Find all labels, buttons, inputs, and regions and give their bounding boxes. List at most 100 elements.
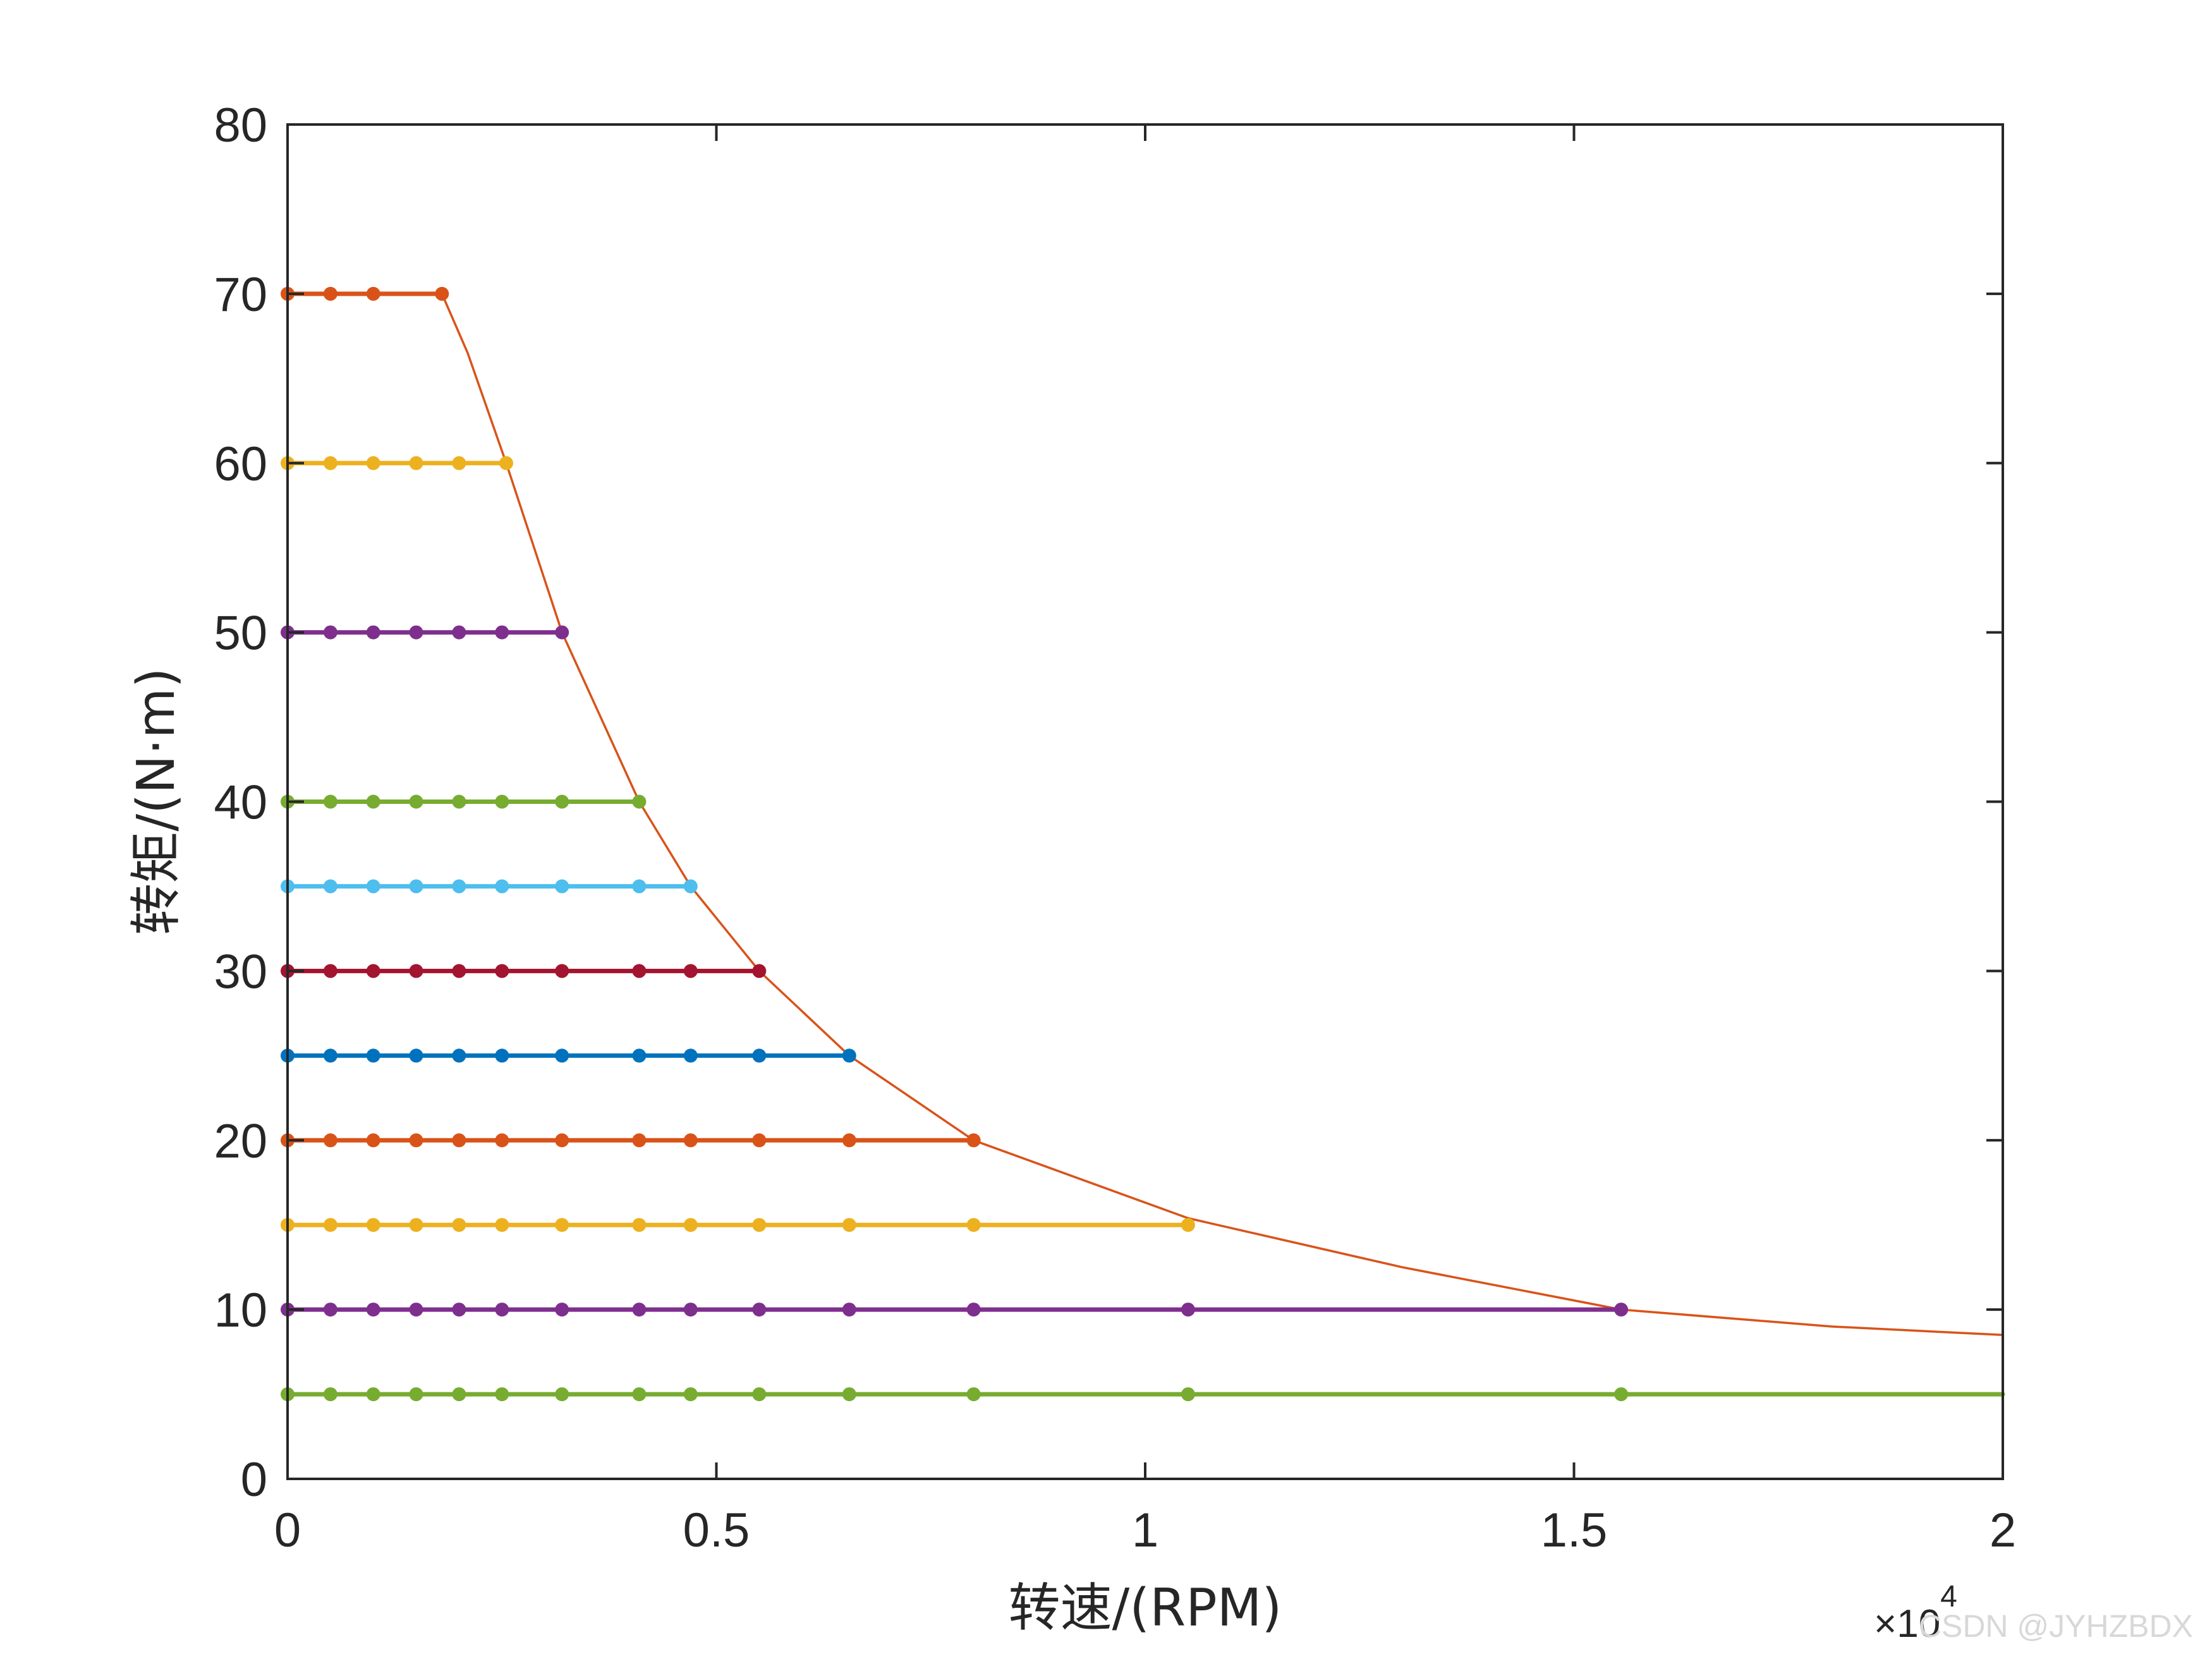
x-exponent-label: ×104 <box>1874 1580 1957 1646</box>
data-point <box>323 286 337 301</box>
data-point <box>632 1387 647 1402</box>
data-point <box>452 879 466 894</box>
series-25 <box>281 1048 856 1063</box>
series-5 <box>281 1387 2005 1402</box>
data-point <box>632 1218 647 1232</box>
data-point <box>842 1133 856 1148</box>
data-point <box>323 964 337 978</box>
data-point <box>409 1303 423 1317</box>
data-point <box>452 794 466 809</box>
data-point <box>555 1133 569 1148</box>
data-point <box>452 1218 466 1232</box>
data-point <box>683 879 698 894</box>
data-point <box>1181 1303 1195 1317</box>
data-point <box>495 1303 509 1317</box>
data-point <box>683 964 698 978</box>
data-point <box>409 625 423 640</box>
data-point <box>452 1133 466 1148</box>
x-tick-label: 1.5 <box>1541 1504 1608 1557</box>
data-point <box>323 794 337 809</box>
watermark: CSDN @JYHZBDX <box>1919 1608 2193 1644</box>
x-tick-label: 2 <box>1990 1504 2016 1557</box>
data-point <box>752 1133 767 1148</box>
data-point <box>495 1218 509 1232</box>
data-point <box>452 1303 466 1317</box>
data-point <box>683 1133 698 1148</box>
series-50 <box>281 625 569 640</box>
data-point <box>409 1387 423 1402</box>
data-point <box>555 1303 569 1317</box>
data-point <box>683 1303 698 1317</box>
data-point <box>632 964 647 978</box>
data-point <box>683 1387 698 1402</box>
data-point <box>366 1303 380 1317</box>
y-tick-label: 80 <box>214 99 267 152</box>
data-point <box>752 964 767 978</box>
data-point <box>1614 1303 1629 1317</box>
data-point <box>842 1387 856 1402</box>
data-point <box>495 1133 509 1148</box>
data-point <box>752 1387 767 1402</box>
data-point <box>632 1303 647 1317</box>
x-tick-label: 1 <box>1132 1504 1158 1557</box>
y-axis-title: 转矩/(N·m) <box>126 668 186 935</box>
data-point <box>323 456 337 470</box>
data-point <box>323 879 337 894</box>
data-point <box>452 1048 466 1063</box>
data-point <box>495 964 509 978</box>
data-point <box>323 625 337 640</box>
data-point <box>495 879 509 894</box>
data-point <box>366 794 380 809</box>
plot-area <box>281 286 2005 1402</box>
data-point <box>495 794 509 809</box>
data-point <box>842 1218 856 1232</box>
series-30 <box>281 964 767 978</box>
data-point <box>323 1387 337 1402</box>
data-point <box>752 1048 767 1063</box>
y-tick-label: 50 <box>214 607 267 660</box>
y-tick-label: 20 <box>214 1114 267 1168</box>
data-point <box>752 1218 767 1232</box>
data-point <box>409 1218 423 1232</box>
data-point <box>555 879 569 894</box>
data-point <box>366 625 380 640</box>
data-point <box>366 1133 380 1148</box>
data-point <box>366 964 380 978</box>
data-point <box>555 794 569 809</box>
data-point <box>842 1303 856 1317</box>
y-tick-label: 40 <box>214 776 267 830</box>
x-tick-label: 0 <box>274 1504 301 1557</box>
series-35 <box>281 879 698 894</box>
data-point <box>366 1048 380 1063</box>
y-tick-label: 0 <box>241 1453 267 1507</box>
data-point <box>452 964 466 978</box>
series-10 <box>281 1303 1629 1317</box>
data-point <box>632 1048 647 1063</box>
data-point <box>495 625 509 640</box>
data-point <box>366 879 380 894</box>
data-point <box>555 1218 569 1232</box>
data-point <box>323 1048 337 1063</box>
x-axis-title: 转速/(RPM) <box>1009 1578 1282 1638</box>
data-point <box>683 1218 698 1232</box>
y-tick-label: 30 <box>214 945 267 999</box>
y-tick-label: 10 <box>214 1284 267 1337</box>
y-tick-label: 70 <box>214 268 267 322</box>
series-20 <box>281 1133 981 1148</box>
data-point <box>452 1387 466 1402</box>
data-point <box>452 625 466 640</box>
data-point <box>435 286 449 301</box>
x-exponent-base: ×10 <box>1874 1602 1940 1646</box>
x-exponent-power: 4 <box>1940 1580 1957 1613</box>
envelope-curve <box>441 293 2003 1337</box>
data-point <box>409 456 423 470</box>
data-point <box>323 1303 337 1317</box>
data-point <box>366 456 380 470</box>
data-point <box>1614 1387 1629 1402</box>
data-point <box>966 1218 981 1232</box>
data-point <box>499 456 513 470</box>
data-point <box>1181 1218 1195 1232</box>
data-point <box>409 794 423 809</box>
